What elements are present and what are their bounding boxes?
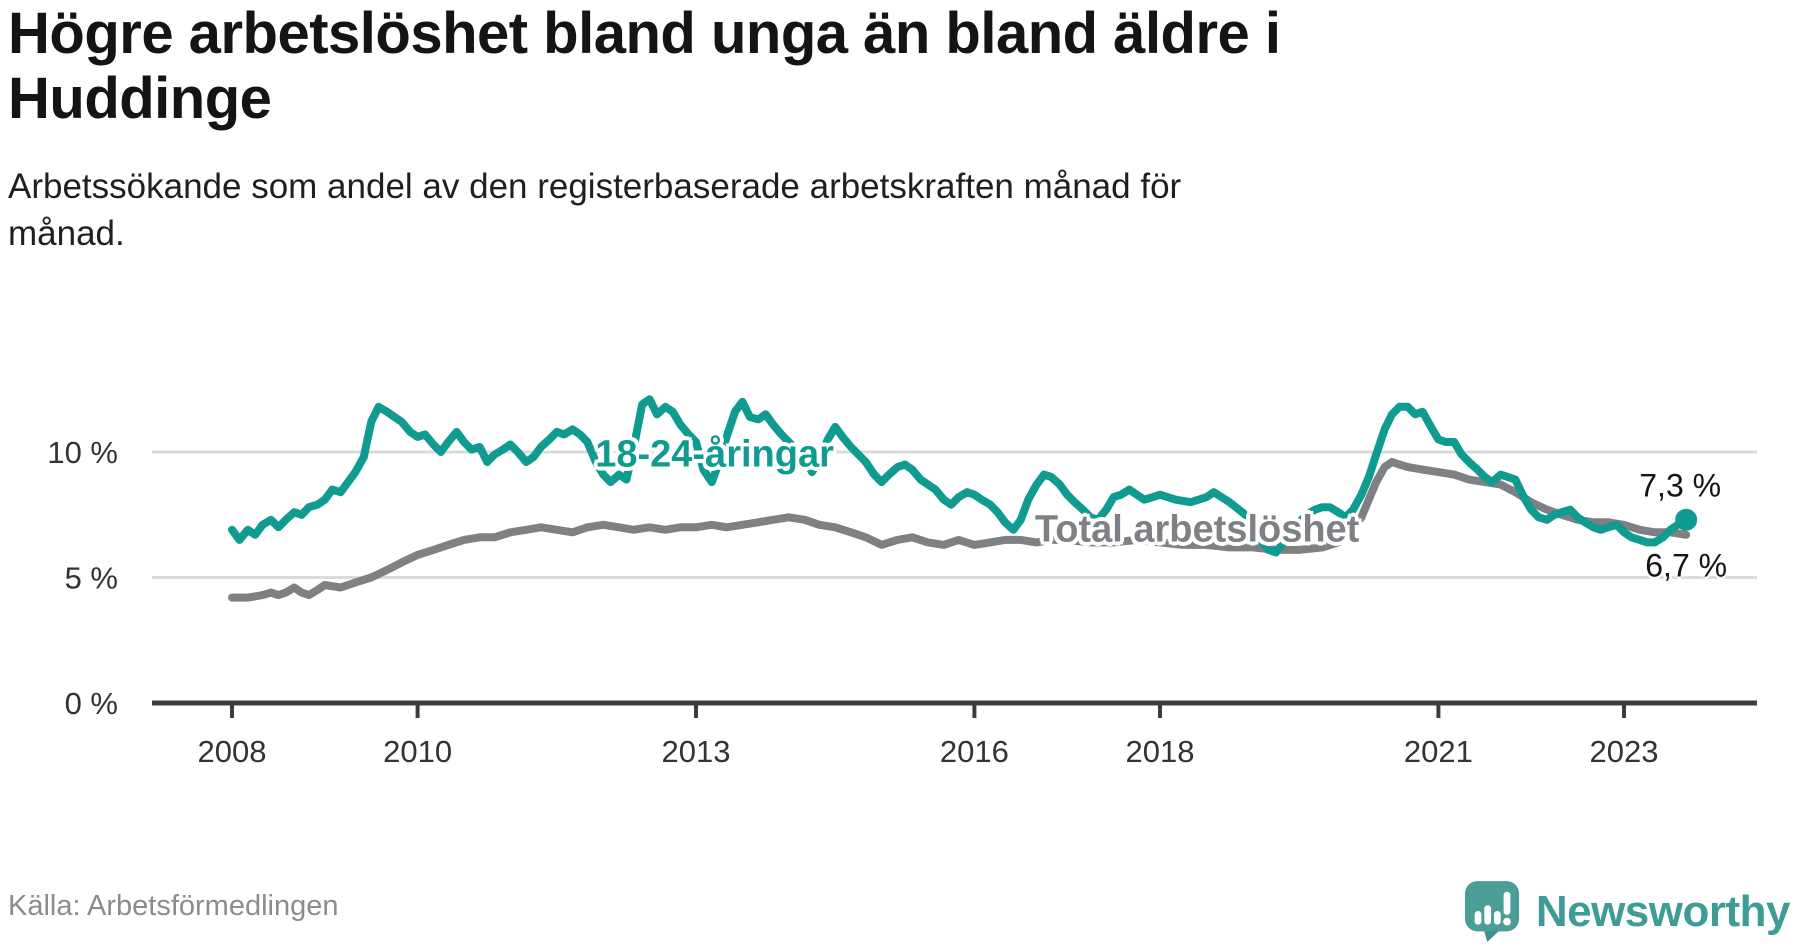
line-18-24-åringar	[228, 395, 1691, 557]
y-axis-label-5: 5 %	[65, 561, 118, 596]
newsworthy-logo-icon	[1464, 881, 1519, 942]
chart-subtitle: Arbetssökande som andel av den registerb…	[8, 167, 1182, 253]
series-label-total: Total arbetslöshet	[1034, 508, 1360, 551]
brand-footer: Newsworthy	[1464, 880, 1791, 944]
line-Total arbetslöshet	[228, 458, 1691, 602]
brand-name: Newsworthy	[1535, 887, 1791, 936]
series-label-young: 18-24-åringar	[595, 433, 834, 475]
x-axis-label-2023: 2023	[1590, 734, 1659, 769]
x-axis-label-2021: 2021	[1404, 734, 1473, 769]
source-note: Källa: Arbetsförmedlingen	[8, 890, 339, 922]
x-axis-label-2016: 2016	[940, 734, 1009, 769]
end-dot-18-24-åringar	[1675, 508, 1698, 531]
y-axis-label-10: 10 %	[47, 435, 118, 470]
x-axis-label-2018: 2018	[1126, 734, 1195, 769]
end-value-young: 7,3 %	[1639, 467, 1722, 504]
x-axis-label-2008: 2008	[198, 734, 267, 769]
page-title: Högre arbetslöshet bland unga än bland ä…	[8, 1, 1281, 131]
end-value-total: 6,7 %	[1645, 547, 1728, 584]
logo-bubble	[1464, 881, 1519, 932]
x-axis-label-2013: 2013	[662, 734, 731, 769]
logo-barchart-icon	[1474, 891, 1511, 926]
y-axis-label-0: 0 %	[65, 686, 118, 721]
x-axis-label-2010: 2010	[383, 734, 452, 769]
